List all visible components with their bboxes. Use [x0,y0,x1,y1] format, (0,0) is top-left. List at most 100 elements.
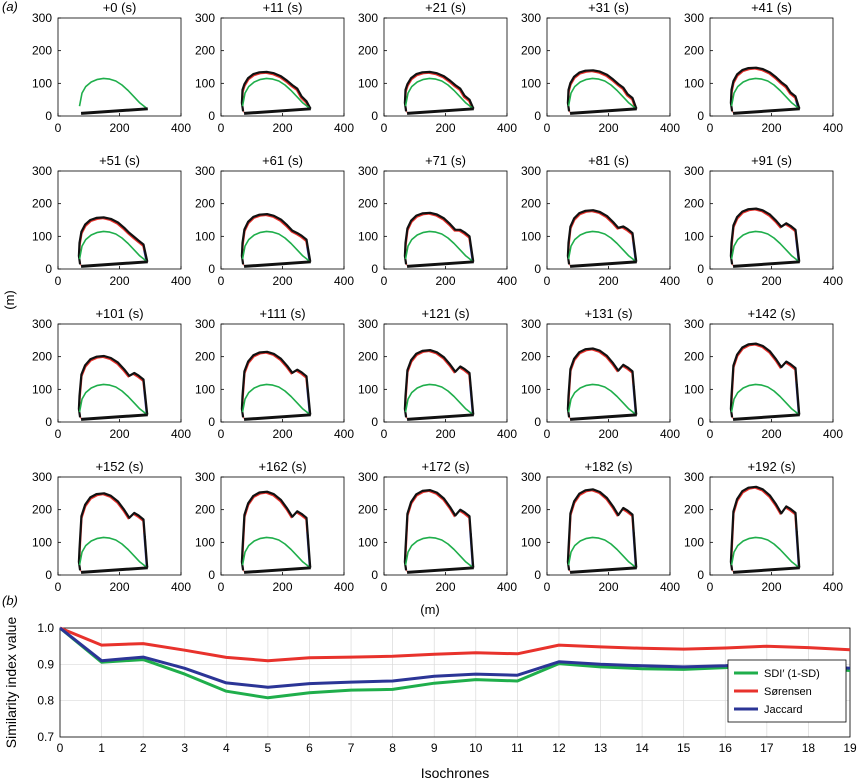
y-tick-label: 0 [534,109,541,123]
fire-outline [403,349,475,418]
y-tick-label: 0 [697,415,704,429]
y-tick-label: 0 [208,415,215,429]
y-tick-label: 200 [195,197,215,211]
base-line [569,413,637,421]
panel-title: +51 (s) [99,153,140,168]
series-line [59,626,851,689]
y-tick-label: 100 [684,229,704,243]
x-tick-label: 0 [707,580,714,594]
base-line [569,566,637,574]
x-tick-label: 0 [544,121,551,135]
y-tick-label: 0 [208,109,215,123]
isochrone-panel: +71 (s) 0 100 200 300 0 200 400 [358,153,517,288]
panel-title: +41 (s) [751,0,792,15]
initial-outline [730,536,800,569]
x-tick-label: 0 [707,121,714,135]
y-tick-label: 200 [521,503,541,517]
x-tick-label: 200 [598,121,618,135]
x-tick-label: 0 [55,121,62,135]
y-tick-label: 200 [358,197,378,211]
y-tick-label: 300 [358,164,378,178]
x-tick-label: 0 [218,121,225,135]
y-tick-label: 0.9 [37,657,54,671]
legend-label: SDI′ (1-SD) [764,668,820,680]
x-tick-label: 11 [511,741,524,755]
x-tick-label: 200 [598,580,618,594]
y-tick-label: 200 [32,197,52,211]
panel-title: +131 (s) [584,306,632,321]
x-tick-label: 0 [381,121,388,135]
y-tick-label: 0.8 [37,694,54,708]
base-line [732,413,800,421]
x-tick-label: 200 [761,580,781,594]
y-tick-label: 200 [358,44,378,58]
initial-outline [404,77,474,110]
y-tick-label: 100 [521,535,541,549]
y-tick-label: 100 [684,382,704,396]
y-tick-label: 200 [195,350,215,364]
interior-region [732,210,799,267]
y-tick-label: 100 [521,76,541,90]
interior-region [569,350,636,420]
x-tick-label: 400 [171,580,191,594]
y-tick-label: 0 [208,262,215,276]
fire-outline [729,342,801,418]
y-tick-label: 0 [371,262,378,276]
base-line [732,107,800,115]
x-tick-label: 200 [598,427,618,441]
isochrone-panel: +192 (s) 0 100 200 300 0 200 400 [684,459,843,594]
fire-outline [240,350,312,418]
initial-outline [730,77,800,110]
x-tick-label: 0 [381,580,388,594]
y-tick-label: 0 [371,568,378,582]
isochrone-panel: +111 (s) 0 100 200 300 0 200 400 [195,306,354,441]
y-tick-label: 100 [358,382,378,396]
isochrone-panels: +0 (s) 0 100 200 300 0 200 400 +11 (s) 0 100 200 300… [32,0,843,594]
base-line [243,107,311,115]
panel-title: +71 (s) [425,153,466,168]
x-tick-label: 10 [469,741,483,755]
fire-outline [729,485,801,571]
y-tick-label: 0 [208,568,215,582]
interior-region [569,212,636,267]
x-tick-label: 200 [272,427,292,441]
initial-outline [567,536,637,569]
y-tick-label: 100 [32,229,52,243]
x-tick-label: 19 [843,741,857,755]
isochrone-panel: +0 (s) 0 100 200 300 0 200 400 [32,0,191,135]
x-tick-label: 0 [707,274,714,288]
x-tick-label: 9 [431,741,438,755]
x-tick-label: 400 [660,274,680,288]
x-tick-label: 0 [55,580,62,594]
y-tick-label: 300 [521,317,541,331]
y-tick-label: 0 [45,109,52,123]
base-line [243,566,311,574]
panel-frame [57,17,182,117]
x-tick-label: 17 [760,741,774,755]
y-tick-label: 100 [195,382,215,396]
panel-title: +172 (s) [421,459,469,474]
x-tick-label: 400 [334,427,354,441]
x-tick-label: 200 [109,580,129,594]
y-axis-label: Similarity index value [3,617,19,749]
isochrone-panel: +61 (s) 0 100 200 300 0 200 400 [195,153,354,288]
y-tick-label: 300 [32,470,52,484]
y-tick-label: 200 [521,197,541,211]
isochrone-panel: +172 (s) 0 100 200 300 0 200 400 [358,459,517,594]
fire-outline [566,209,638,265]
y-tick-label: 0 [371,415,378,429]
x-tick-label: 400 [660,427,680,441]
x-tick-label: 400 [334,580,354,594]
y-tick-label: 0 [45,262,52,276]
x-tick-label: 8 [389,741,396,755]
panel-title: +61 (s) [262,153,303,168]
panel-label-a: (a) [2,0,18,14]
isochrone-panel: +182 (s) 0 100 200 300 0 200 400 [521,459,680,594]
series-line [59,626,851,663]
y-tick-label: 100 [195,76,215,90]
panel-title: +91 (s) [751,153,792,168]
legend-label: Sørensen [764,686,812,698]
y-tick-label: 200 [195,44,215,58]
interior-region [406,214,473,267]
fire-outline [403,211,475,265]
